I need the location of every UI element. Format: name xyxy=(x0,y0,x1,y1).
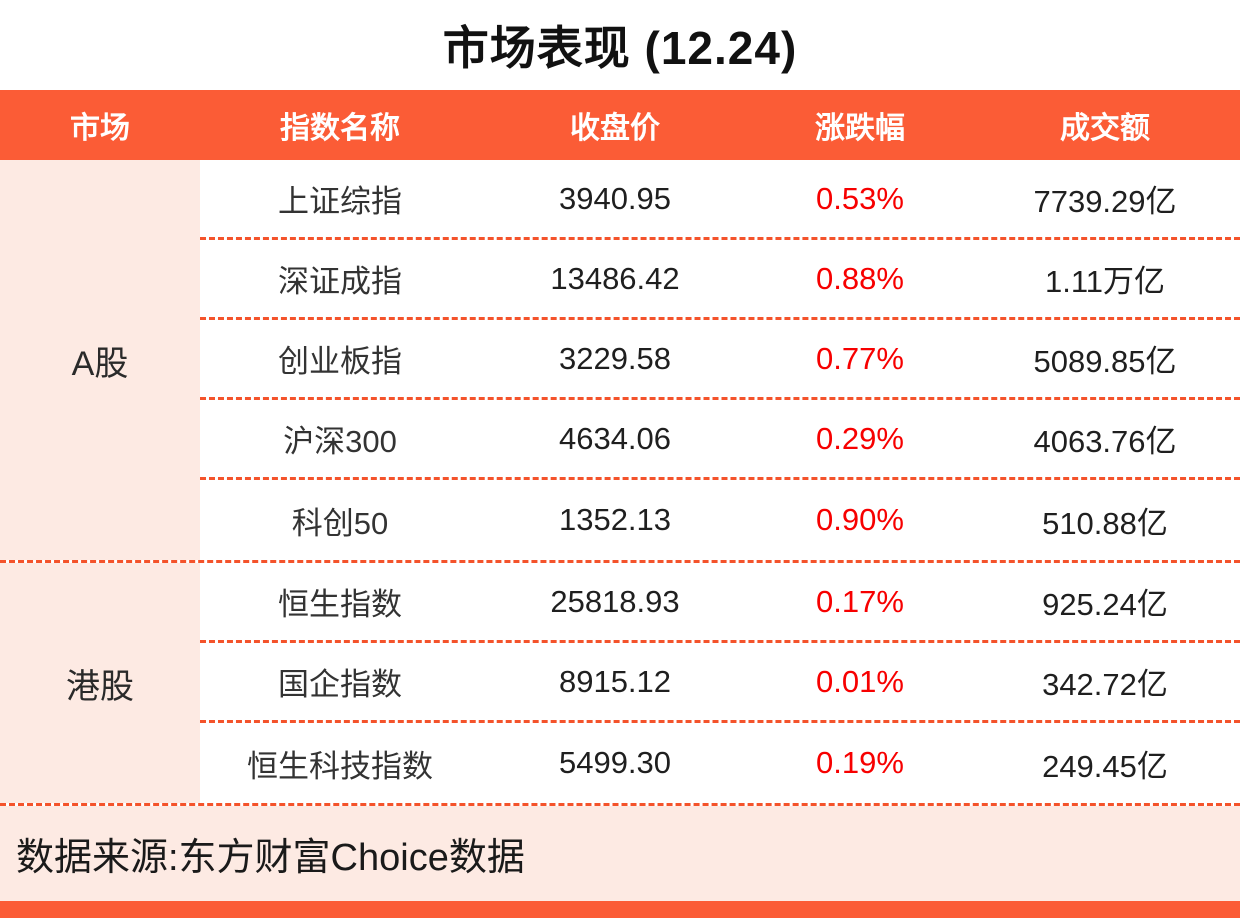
section-a-shares: A股 上证综指 3940.95 0.53% 7739.29亿 深证成指 1348… xyxy=(0,160,1240,560)
table-row: 上证综指 3940.95 0.53% 7739.29亿 xyxy=(200,160,1240,240)
table-row: 科创50 1352.13 0.90% 510.88亿 xyxy=(200,480,1240,560)
turnover-cell: 7739.29亿 xyxy=(1033,184,1177,219)
turnover-cell: 4063.76亿 xyxy=(1033,424,1177,459)
change-pct-cell: 0.17% xyxy=(816,583,904,619)
index-name-cell: 恒生指数 xyxy=(278,587,402,622)
section-hk-rows: 恒生指数 25818.93 0.17% 925.24亿 国企指数 8915.12… xyxy=(200,563,1240,803)
index-name-cell: 沪深300 xyxy=(283,424,397,459)
close-price-cell: 3229.58 xyxy=(558,340,672,376)
market-group-label-hk-shares: 港股 xyxy=(0,563,200,803)
column-header-close-price: 收盘价 xyxy=(570,112,660,145)
section-hk-shares: 港股 恒生指数 25818.93 0.17% 925.24亿 国企指数 8915… xyxy=(0,560,1240,806)
bottom-accent-bar xyxy=(0,901,1240,918)
close-price-cell: 8915.12 xyxy=(558,663,672,699)
close-price-cell: 3940.95 xyxy=(558,180,672,216)
change-pct-cell: 0.77% xyxy=(816,340,904,376)
data-source-note: 数据来源:东方财富Choice数据 xyxy=(0,806,1240,901)
close-price-cell: 5499.30 xyxy=(558,745,672,780)
table-row: 恒生指数 25818.93 0.17% 925.24亿 xyxy=(200,563,1240,643)
index-name-cell: 上证综指 xyxy=(278,184,402,219)
change-pct-cell: 0.29% xyxy=(816,420,904,456)
index-name-cell: 科创50 xyxy=(291,505,389,541)
index-name-cell: 创业板指 xyxy=(278,344,402,379)
change-pct-cell: 0.90% xyxy=(816,502,904,537)
table-row: 创业板指 3229.58 0.77% 5089.85亿 xyxy=(200,320,1240,400)
title-bar: 市场表现 (12.24) xyxy=(0,0,1240,90)
page-title: 市场表现 (12.24) xyxy=(442,22,798,74)
close-price-cell: 25818.93 xyxy=(550,583,680,619)
market-group-label-a-shares: A股 xyxy=(0,160,200,560)
turnover-cell: 510.88亿 xyxy=(1042,505,1168,541)
close-price-cell: 1352.13 xyxy=(558,502,672,537)
turnover-cell: 925.24亿 xyxy=(1042,587,1168,622)
turnover-cell: 342.72亿 xyxy=(1042,667,1168,702)
change-pct-cell: 0.88% xyxy=(816,260,904,296)
change-pct-cell: 0.53% xyxy=(816,180,904,216)
turnover-cell: 249.45亿 xyxy=(1042,748,1168,784)
index-name-cell: 深证成指 xyxy=(278,264,402,299)
turnover-cell: 5089.85亿 xyxy=(1033,344,1177,379)
table-header-row: 市场 指数名称 收盘价 涨跌幅 成交额 xyxy=(0,90,1240,160)
close-price-cell: 4634.06 xyxy=(558,420,672,456)
index-name-cell: 国企指数 xyxy=(278,667,402,702)
table-row: 国企指数 8915.12 0.01% 342.72亿 xyxy=(200,643,1240,723)
column-header-market: 市场 xyxy=(70,112,130,145)
section-a-rows: 上证综指 3940.95 0.53% 7739.29亿 深证成指 13486.4… xyxy=(200,160,1240,560)
change-pct-cell: 0.19% xyxy=(816,745,904,780)
column-header-turnover: 成交额 xyxy=(1060,112,1150,145)
table-row: 深证成指 13486.42 0.88% 1.11万亿 xyxy=(200,240,1240,320)
column-header-index-name: 指数名称 xyxy=(280,112,400,145)
turnover-cell: 1.11万亿 xyxy=(1044,264,1166,299)
table-row: 恒生科技指数 5499.30 0.19% 249.45亿 xyxy=(200,723,1240,803)
table-row: 沪深300 4634.06 0.29% 4063.76亿 xyxy=(200,400,1240,480)
change-pct-cell: 0.01% xyxy=(816,663,904,699)
close-price-cell: 13486.42 xyxy=(550,260,680,296)
column-header-change-pct: 涨跌幅 xyxy=(815,112,905,145)
index-name-cell: 恒生科技指数 xyxy=(247,748,433,784)
